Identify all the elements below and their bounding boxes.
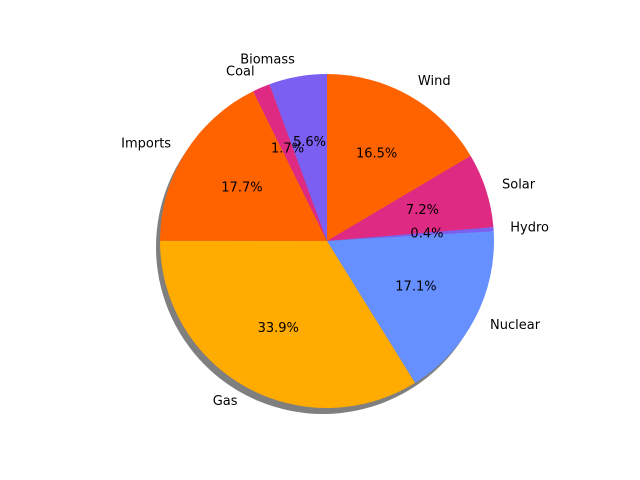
pie-labels: Wind 16.5% Solar 7.2% Hydro 0.4% Nuclear 17.1% G… <box>121 53 549 409</box>
slice-percent-coal: 1.7% <box>271 141 304 156</box>
slice-label-coal: Coal <box>226 65 255 80</box>
slice-label-biomass: Biomass <box>240 53 295 68</box>
slice-label-wind: Wind <box>418 74 451 89</box>
slice-percent-nuclear: 17.1% <box>395 280 436 295</box>
pie-slice-coal <box>253 84 327 241</box>
slice-percent-hydro: 0.4% <box>410 226 443 241</box>
slice-percent-solar: 7.2% <box>406 203 439 218</box>
slice-percent-gas: 33.9% <box>258 321 299 336</box>
pie-slice-nuclear <box>327 231 494 383</box>
slice-percent-biomass: 5.6% <box>293 135 326 150</box>
pie-slice-gas <box>160 240 416 408</box>
slice-label-imports: Imports <box>121 136 171 151</box>
pie-slice-imports <box>160 91 327 241</box>
slice-label-gas: Gas <box>213 394 238 409</box>
pie-slice-wind <box>327 74 471 241</box>
pie-slice-solar <box>327 155 494 241</box>
pie-slices <box>160 74 494 408</box>
pie-slice-biomass <box>269 74 327 241</box>
slice-label-hydro: Hydro <box>510 221 549 236</box>
slice-percent-imports: 17.7% <box>221 181 262 196</box>
slice-label-solar: Solar <box>502 178 536 193</box>
slice-label-nuclear: Nuclear <box>490 318 541 333</box>
pie-slice-hydro <box>327 227 494 241</box>
slice-percent-wind: 16.5% <box>356 146 397 161</box>
